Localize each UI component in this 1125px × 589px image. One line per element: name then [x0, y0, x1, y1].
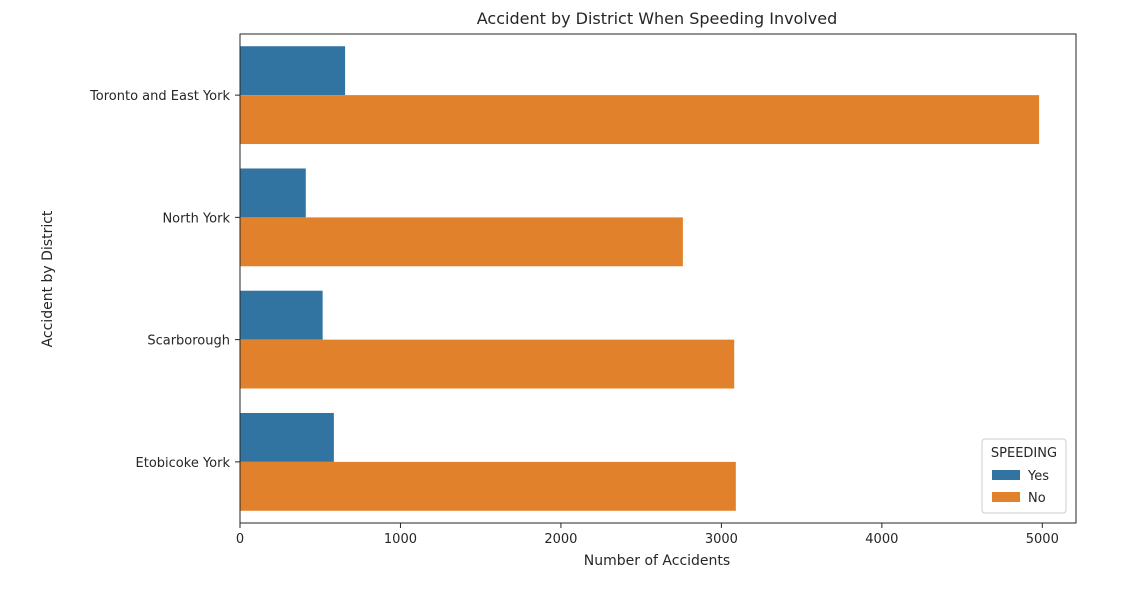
bar-etobicoke-york-yes	[240, 412, 334, 462]
x-axis-label: Number of Accidents	[584, 553, 730, 569]
bar-north-york-yes	[240, 168, 306, 218]
plot-area: Toronto and East York North York Scarborou…	[89, 33, 1077, 547]
legend-swatch-no	[992, 492, 1020, 502]
legend: SPEEDING Yes No	[981, 438, 1067, 514]
x-tick-label: 0	[236, 532, 244, 547]
x-tick-label: 2000	[544, 532, 577, 547]
x-tick-label: 4000	[865, 532, 898, 547]
y-tick-label: Scarborough	[147, 334, 230, 349]
y-tick-label: Toronto and East York	[89, 89, 230, 104]
legend-label-yes: Yes	[1027, 469, 1049, 484]
bar-scarborough-yes	[240, 290, 323, 340]
y-axis-label: Accident by District	[40, 210, 56, 347]
bar-north-york-no	[240, 217, 683, 267]
x-tick-label: 3000	[705, 532, 738, 547]
y-tick-label: North York	[162, 211, 230, 226]
legend-swatch-yes	[992, 470, 1020, 480]
chart-title: Accident by District When Speeding Invol…	[477, 9, 838, 28]
x-tick-label: 5000	[1026, 532, 1059, 547]
y-tick-label: Etobicoke York	[136, 456, 231, 471]
bar-toronto-and-east-york-no	[240, 95, 1040, 145]
plot-frame	[239, 33, 1077, 524]
x-tick-label: 1000	[384, 532, 417, 547]
bar-toronto-and-east-york-yes	[240, 46, 346, 96]
legend-title: SPEEDING	[991, 446, 1057, 461]
legend-label-no: No	[1028, 491, 1046, 506]
bar-scarborough-no	[240, 339, 735, 389]
bar-etobicoke-york-no	[240, 461, 736, 511]
